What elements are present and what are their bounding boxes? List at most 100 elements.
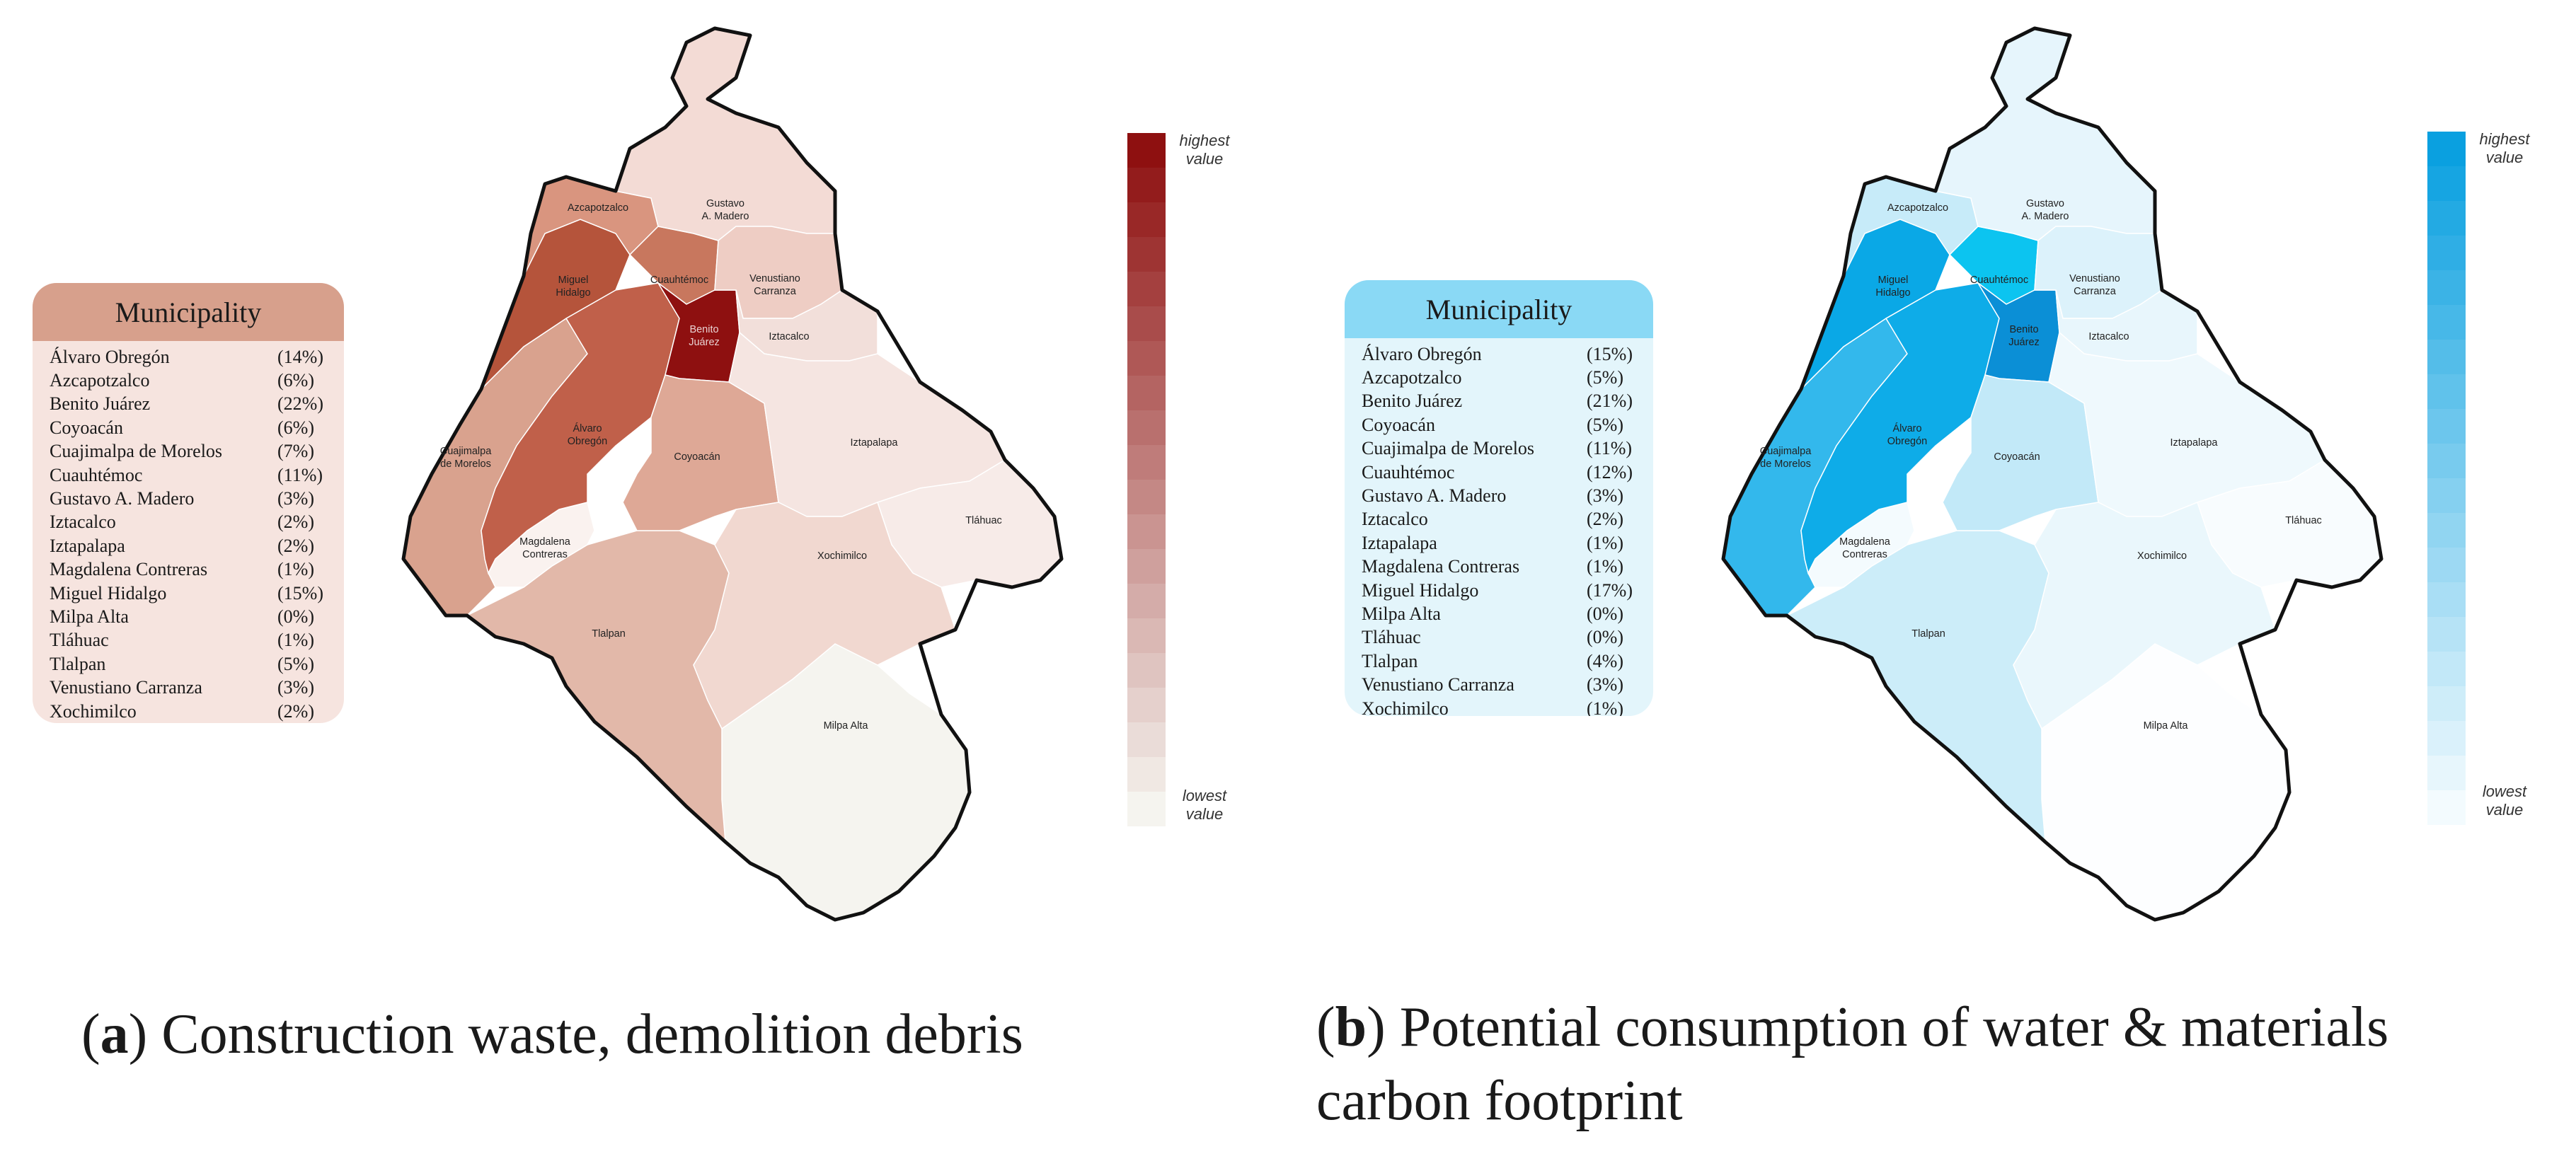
scale-low-label: lowest value xyxy=(2482,782,2527,819)
municipality-name: Tlalpan xyxy=(50,653,106,674)
legend-row: Miguel Hidalgo (17%) xyxy=(1362,579,1636,602)
district-label: Hidalgo xyxy=(1875,287,1910,299)
scale-step xyxy=(1127,376,1166,410)
district-label: Cuajimalpa xyxy=(440,446,492,457)
municipality-share: (3%) xyxy=(1587,485,1623,507)
district-label: Iztapalapa xyxy=(2170,437,2219,449)
scale-step xyxy=(2427,790,2466,825)
scale-step xyxy=(2427,652,2466,686)
district-label: Azcapotzalco xyxy=(1887,202,1948,214)
scale-step xyxy=(1127,445,1166,480)
district-label: Coyoacán xyxy=(1994,451,2040,463)
legend-row: Miguel Hidalgo (15%) xyxy=(50,582,327,605)
legend-row: Iztacalco (2%) xyxy=(50,511,327,534)
scale-step xyxy=(1127,584,1166,618)
municipality-share: (1%) xyxy=(277,559,314,580)
scale-step xyxy=(1127,757,1166,792)
district-label: Tláhuac xyxy=(2285,515,2322,526)
district-label: Xochimilco xyxy=(817,550,867,562)
district-label: Venustiano xyxy=(2069,273,2120,284)
district-label: Juárez xyxy=(689,337,720,348)
municipality-share: (5%) xyxy=(277,653,314,674)
scale-step xyxy=(2427,305,2466,340)
choropleth-map-b: Azcapotzalco Gustavo A. Madero MiguelHidalg… xyxy=(1721,26,2384,922)
municipality-name: Magdalena Contreras xyxy=(1362,556,1520,577)
district-label: Coyoacán xyxy=(674,451,720,463)
district-label: Tlalpan xyxy=(1911,628,1945,640)
municipality-share: (15%) xyxy=(1587,343,1633,364)
scale-step xyxy=(1127,272,1166,306)
municipality-share: (12%) xyxy=(1587,461,1633,483)
caption-a: (a) Construction waste, demolition debri… xyxy=(81,1003,1023,1065)
municipality-share: (3%) xyxy=(277,488,314,509)
municipality-share: (17%) xyxy=(1587,579,1633,601)
district-label: Álvaro xyxy=(1892,422,1921,434)
municipality-name: Miguel Hidalgo xyxy=(50,582,167,603)
scale-step xyxy=(2427,686,2466,721)
district-label: Carranza xyxy=(2074,286,2117,297)
district-label: Magdalena xyxy=(1839,536,1891,548)
municipality-name: Xochimilco xyxy=(1362,698,1449,716)
district-label: Gustavo xyxy=(706,198,744,209)
municipality-legend-a: Municipality Álvaro Obregón (14%) Azcapotz… xyxy=(33,283,344,723)
municipality-name: Venustiano Carranza xyxy=(1362,674,1514,695)
municipality-name: Milpa Alta xyxy=(1362,603,1441,624)
legend-row: Venustiano Carranza (3%) xyxy=(50,676,327,699)
district-label: Contreras xyxy=(522,549,568,560)
legend-row: Venustiano Carranza (3%) xyxy=(1362,673,1636,696)
district-label: de Morelos xyxy=(1760,458,1811,470)
scale-step xyxy=(1127,618,1166,653)
district-label: Tlalpan xyxy=(592,628,626,640)
scale-step xyxy=(2427,374,2466,409)
legend-row: Xochimilco (1%) xyxy=(1362,697,1636,716)
municipality-share: (5%) xyxy=(1587,367,1623,388)
municipality-legend-b: Municipality Álvaro Obregón (15%) Azcapotz… xyxy=(1345,280,1653,716)
district-label: Hidalgo xyxy=(556,287,590,299)
scale-step xyxy=(2427,444,2466,478)
scale-step xyxy=(2427,513,2466,548)
municipality-share: (1%) xyxy=(1587,698,1623,716)
municipality-share: (0%) xyxy=(277,606,314,627)
municipality-name: Benito Juárez xyxy=(50,393,151,415)
municipality-name: Cuajimalpa de Morelos xyxy=(1362,438,1535,459)
district-label: Contreras xyxy=(1842,549,1887,560)
panel-b: Municipality Álvaro Obregón (15%) Azcapotz… xyxy=(1288,0,2576,1161)
municipality-share: (14%) xyxy=(277,346,323,367)
scale-step xyxy=(2427,166,2466,201)
scale-step xyxy=(1127,168,1166,202)
municipality-name: Magdalena Contreras xyxy=(50,559,208,580)
municipality-share: (5%) xyxy=(1587,414,1623,435)
legend-row: Azcapotzalco (5%) xyxy=(1362,366,1636,389)
municipality-name: Benito Juárez xyxy=(1362,391,1463,412)
municipality-share: (6%) xyxy=(277,370,314,391)
city-boundary xyxy=(1721,26,2384,922)
legend-row: Azcapotzalco (6%) xyxy=(50,369,327,392)
district-label: Cuajimalpa xyxy=(1760,446,1812,457)
municipality-share: (4%) xyxy=(1587,650,1623,671)
municipality-share: (21%) xyxy=(1587,391,1633,412)
district-label: Iztacalco xyxy=(2088,331,2129,342)
scale-step xyxy=(2427,201,2466,236)
district-label: de Morelos xyxy=(440,458,491,470)
district-label: Gustavo xyxy=(2026,198,2064,209)
district-label: A. Madero xyxy=(2022,211,2069,222)
legend-row: Iztacalco (2%) xyxy=(1362,508,1636,531)
legend-row: Cuajimalpa de Morelos (7%) xyxy=(50,440,327,463)
municipality-name: Xochimilco xyxy=(50,700,137,722)
district-label: Cuauhtémoc xyxy=(650,275,708,286)
municipality-name: Tláhuac xyxy=(1362,627,1421,648)
municipality-name: Miguel Hidalgo xyxy=(1362,579,1479,601)
district-label: Obregón xyxy=(1887,436,1927,447)
municipality-share: (3%) xyxy=(277,677,314,698)
legend-row: Álvaro Obregón (15%) xyxy=(1362,342,1636,366)
legend-row: Tlalpan (5%) xyxy=(50,652,327,676)
district-label: Azcapotzalco xyxy=(568,202,628,214)
scale-step xyxy=(1127,722,1166,757)
scale-step xyxy=(1127,410,1166,445)
municipality-share: (7%) xyxy=(277,441,314,462)
scale-step xyxy=(2427,270,2466,305)
district-label: Álvaro xyxy=(573,422,602,434)
legend-row: Benito Juárez (21%) xyxy=(1362,390,1636,413)
municipality-share: (0%) xyxy=(1587,627,1623,648)
municipality-share: (6%) xyxy=(277,417,314,438)
